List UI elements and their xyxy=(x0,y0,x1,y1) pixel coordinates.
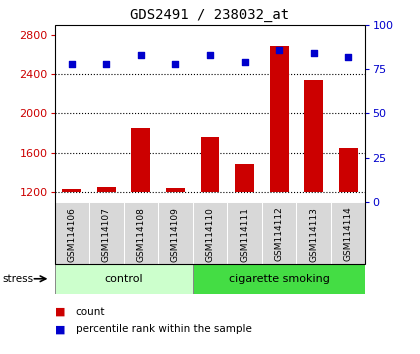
Point xyxy=(103,61,110,67)
Bar xyxy=(63,189,81,192)
Bar xyxy=(131,128,150,192)
Text: ■: ■ xyxy=(55,307,65,316)
Text: control: control xyxy=(104,274,143,284)
Bar xyxy=(158,202,193,264)
Text: ■: ■ xyxy=(55,324,65,334)
Point xyxy=(172,61,179,67)
Bar xyxy=(89,202,123,264)
Text: percentile rank within the sample: percentile rank within the sample xyxy=(76,324,252,334)
Point xyxy=(207,52,213,58)
Text: GSM114114: GSM114114 xyxy=(344,207,353,262)
Point xyxy=(345,54,352,59)
Point xyxy=(276,47,282,52)
Text: count: count xyxy=(76,307,105,316)
Text: GSM114107: GSM114107 xyxy=(102,207,111,262)
Bar xyxy=(304,80,323,192)
Point xyxy=(138,52,144,58)
Bar xyxy=(200,137,220,192)
Bar xyxy=(227,202,262,264)
Bar xyxy=(193,202,227,264)
Text: stress: stress xyxy=(2,274,33,284)
Text: GSM114113: GSM114113 xyxy=(309,207,318,262)
Bar xyxy=(262,202,297,264)
Bar xyxy=(166,188,185,192)
Text: GSM114110: GSM114110 xyxy=(205,207,215,262)
Point xyxy=(68,61,75,67)
Bar xyxy=(97,187,116,192)
Bar xyxy=(55,202,89,264)
Text: GSM114111: GSM114111 xyxy=(240,207,249,262)
Bar xyxy=(235,164,254,192)
Title: GDS2491 / 238032_at: GDS2491 / 238032_at xyxy=(131,8,289,22)
Text: cigarette smoking: cigarette smoking xyxy=(228,274,330,284)
Bar xyxy=(55,264,193,294)
Point xyxy=(310,50,317,56)
Bar xyxy=(270,46,289,192)
Text: GSM114106: GSM114106 xyxy=(67,207,76,262)
Text: GSM114109: GSM114109 xyxy=(171,207,180,262)
Bar xyxy=(123,202,158,264)
Text: GSM114112: GSM114112 xyxy=(275,207,284,262)
Point xyxy=(241,59,248,65)
Bar xyxy=(193,264,365,294)
Bar xyxy=(331,202,365,264)
Bar xyxy=(339,148,357,192)
Bar xyxy=(297,202,331,264)
Text: GSM114108: GSM114108 xyxy=(136,207,145,262)
